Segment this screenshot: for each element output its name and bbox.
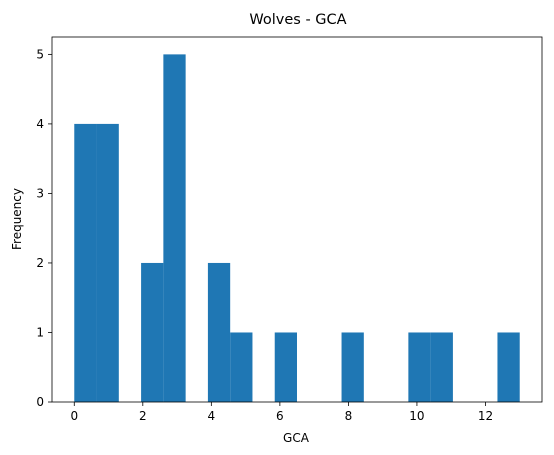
x-tick-label-2: 4 xyxy=(208,409,216,423)
x-tick-label-4: 8 xyxy=(345,409,353,423)
histogram-bar-3 xyxy=(163,54,186,402)
y-axis-ticks: 0 1 2 3 4 5 xyxy=(36,47,52,409)
x-tick-label-5: 10 xyxy=(409,409,424,423)
histogram-bar-9 xyxy=(430,332,453,402)
histogram-bar-1 xyxy=(96,123,119,403)
y-tick-label-4: 4 xyxy=(36,117,44,131)
histogram-bar-8 xyxy=(408,332,431,402)
y-tick-label-1: 1 xyxy=(36,325,44,339)
x-axis-label: GCA xyxy=(283,431,310,445)
histogram-bar-7 xyxy=(341,332,364,402)
histogram-bar-5 xyxy=(230,332,253,402)
bars-group xyxy=(74,54,520,403)
x-tick-label-6: 12 xyxy=(478,409,493,423)
y-tick-label-3: 3 xyxy=(36,186,44,200)
histogram-bar-6 xyxy=(274,332,297,402)
histogram-bar-4 xyxy=(207,262,231,402)
chart-title: Wolves - GCA xyxy=(249,12,346,28)
histogram-bar-0 xyxy=(74,123,97,403)
x-tick-label-0: 0 xyxy=(70,409,78,423)
y-tick-label-5: 5 xyxy=(36,47,44,61)
x-tick-label-3: 6 xyxy=(276,409,284,423)
histogram-bar-10 xyxy=(497,332,520,402)
y-tick-label-0: 0 xyxy=(36,395,44,409)
histogram-bar-2 xyxy=(141,262,164,402)
y-axis-label: Frequency xyxy=(10,188,24,250)
y-tick-label-2: 2 xyxy=(36,256,44,270)
plot-frame xyxy=(51,36,543,403)
x-tick-label-1: 2 xyxy=(139,409,147,423)
x-axis-ticks: 0 2 4 6 8 10 12 xyxy=(70,402,493,423)
